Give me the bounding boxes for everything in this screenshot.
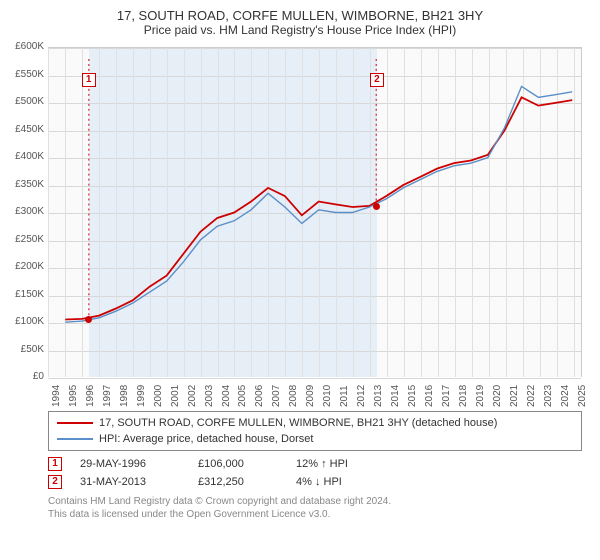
transaction-price: £106,000: [198, 458, 278, 470]
transaction-price: £312,250: [198, 476, 278, 488]
x-tick-label: 2005: [237, 385, 248, 407]
x-tick-label: 2002: [187, 385, 198, 407]
x-tick-label: 2015: [407, 385, 418, 407]
x-tick-label: 1995: [68, 385, 79, 407]
x-tick-label: 2011: [339, 385, 350, 407]
x-tick-label: 2006: [254, 385, 265, 407]
chart-subtitle: Price paid vs. HM Land Registry's House …: [8, 23, 592, 37]
y-tick-label: £400K: [8, 151, 44, 162]
x-tick-label: 2010: [322, 385, 333, 407]
line-series-svg: [48, 48, 581, 377]
legend-item: HPI: Average price, detached house, Dors…: [57, 431, 573, 447]
x-tick-label: 2013: [373, 385, 384, 407]
x-tick-label: 2024: [560, 385, 571, 407]
chart-container: 17, SOUTH ROAD, CORFE MULLEN, WIMBORNE, …: [0, 0, 600, 560]
y-tick-label: £300K: [8, 206, 44, 217]
legend-label: HPI: Average price, detached house, Dors…: [99, 433, 313, 445]
x-tick-label: 2012: [356, 385, 367, 407]
y-tick-label: £50K: [8, 344, 44, 355]
transaction-delta: 4% ↓ HPI: [296, 476, 342, 488]
x-tick-label: 2025: [577, 385, 588, 407]
x-tick-label: 2003: [204, 385, 215, 407]
chart-area: 12 £0£50K£100K£150K£200K£250K£300K£350K£…: [8, 41, 592, 411]
footer-line2: This data is licensed under the Open Gov…: [48, 508, 582, 521]
legend-swatch: [57, 422, 93, 424]
y-tick-label: £150K: [8, 289, 44, 300]
series-line: [65, 86, 572, 322]
chart-title: 17, SOUTH ROAD, CORFE MULLEN, WIMBORNE, …: [8, 8, 592, 23]
x-tick-label: 2009: [305, 385, 316, 407]
x-tick-label: 2007: [271, 385, 282, 407]
x-tick-label: 2019: [475, 385, 486, 407]
x-tick-label: 1996: [85, 385, 96, 407]
marker-box: 1: [82, 73, 96, 87]
transaction-row: 2 31-MAY-2013 £312,250 4% ↓ HPI: [48, 473, 582, 491]
legend-swatch: [57, 438, 93, 440]
marker-box: 2: [370, 73, 384, 87]
x-tick-label: 2016: [424, 385, 435, 407]
x-tick-label: 1994: [51, 385, 62, 407]
transaction-delta: 12% ↑ HPI: [296, 458, 348, 470]
y-tick-label: £600K: [8, 41, 44, 52]
y-tick-label: £350K: [8, 179, 44, 190]
y-tick-label: £250K: [8, 234, 44, 245]
x-tick-label: 2020: [492, 385, 503, 407]
x-tick-label: 2001: [170, 385, 181, 407]
x-tick-label: 2021: [509, 385, 520, 407]
transaction-marker: 2: [48, 475, 62, 489]
y-tick-label: £550K: [8, 69, 44, 80]
x-tick-label: 2008: [288, 385, 299, 407]
transaction-marker: 1: [48, 457, 62, 471]
transaction-date: 29-MAY-1996: [80, 458, 180, 470]
series-line: [65, 97, 572, 319]
x-tick-label: 1997: [102, 385, 113, 407]
x-tick-label: 1998: [119, 385, 130, 407]
y-tick-label: £200K: [8, 261, 44, 272]
legend-item: 17, SOUTH ROAD, CORFE MULLEN, WIMBORNE, …: [57, 415, 573, 431]
footer-attribution: Contains HM Land Registry data © Crown c…: [48, 495, 582, 521]
plot-region: 12: [48, 47, 582, 377]
x-tick-label: 1999: [136, 385, 147, 407]
legend-label: 17, SOUTH ROAD, CORFE MULLEN, WIMBORNE, …: [99, 417, 497, 429]
x-tick-label: 2018: [458, 385, 469, 407]
y-tick-label: £450K: [8, 124, 44, 135]
x-tick-label: 2022: [526, 385, 537, 407]
y-tick-label: £500K: [8, 96, 44, 107]
x-tick-label: 2017: [441, 385, 452, 407]
x-tick-label: 2004: [221, 385, 232, 407]
legend-box: 17, SOUTH ROAD, CORFE MULLEN, WIMBORNE, …: [48, 411, 582, 451]
x-tick-label: 2023: [543, 385, 554, 407]
x-tick-label: 2014: [390, 385, 401, 407]
y-tick-label: £0: [8, 371, 44, 382]
footer-line1: Contains HM Land Registry data © Crown c…: [48, 495, 582, 508]
y-tick-label: £100K: [8, 316, 44, 327]
transaction-table: 1 29-MAY-1996 £106,000 12% ↑ HPI2 31-MAY…: [48, 455, 582, 491]
x-tick-label: 2000: [153, 385, 164, 407]
transaction-row: 1 29-MAY-1996 £106,000 12% ↑ HPI: [48, 455, 582, 473]
transaction-date: 31-MAY-2013: [80, 476, 180, 488]
